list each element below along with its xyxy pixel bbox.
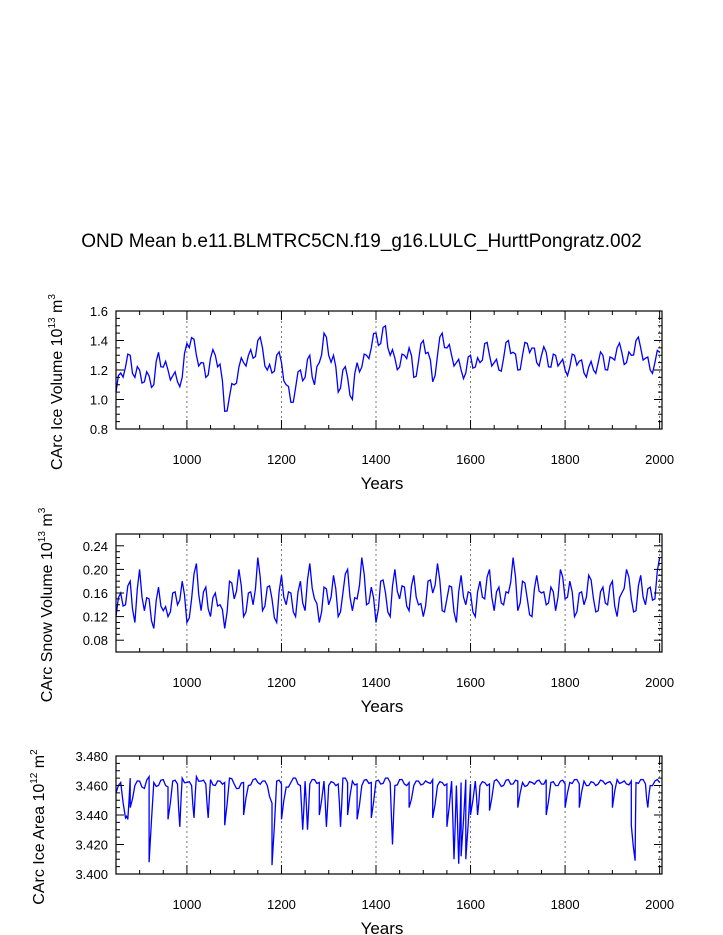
y-tick-label: 1.6 (90, 304, 108, 319)
y-tick-label: 3.480 (75, 749, 108, 764)
y-axis-title: CArc Ice Volume 1013 m3 (47, 294, 66, 470)
x-tick-label: 1400 (362, 897, 391, 912)
data-series-line (115, 324, 661, 413)
y-tick-label: 3.440 (75, 808, 108, 823)
chart-title: OND Mean b.e11.BLMTRC5CN.f19_g16.LULC_Hu… (81, 231, 642, 252)
x-tick-label: 2000 (645, 452, 674, 467)
ice-volume-panel: 1000 1200 1400 1600 1800 2000 0.8 1.0 1.2 1.4 1.6 Y… (47, 294, 674, 493)
plot-frame (115, 755, 663, 875)
x-tick-label: 1000 (172, 897, 201, 912)
x-tick-label: 1200 (267, 675, 296, 690)
x-tick-label: 1800 (551, 452, 580, 467)
plot-frame (115, 310, 663, 430)
y-tick-label: 1.0 (90, 393, 108, 408)
y-tick-label: 3.420 (75, 838, 108, 853)
y-tick-label: 0.20 (83, 562, 108, 577)
x-axis-title: Years (361, 474, 404, 493)
x-tick-label: 1800 (551, 675, 580, 690)
y-tick-label: 0.8 (90, 422, 108, 437)
x-tick-label: 2000 (645, 897, 674, 912)
x-tick-label: 1600 (456, 452, 485, 467)
data-series-line (115, 557, 661, 629)
x-tick-label: 1800 (551, 897, 580, 912)
x-tick-label: 1200 (267, 897, 296, 912)
x-tick-label: 1400 (362, 452, 391, 467)
x-axis-title: Years (361, 697, 404, 716)
x-tick-label: 1000 (172, 452, 201, 467)
y-tick-label: 0.08 (83, 633, 108, 648)
x-tick-label: 1200 (267, 452, 296, 467)
y-tick-label: 3.460 (75, 779, 108, 794)
y-axis-title: CArc Snow Volume 1013 m3 (37, 507, 56, 702)
ice-area-panel: 1000 1200 1400 1600 1800 2000 3.400 3.420 3.440 3… (29, 749, 674, 935)
x-tick-label: 2000 (645, 675, 674, 690)
snow-volume-panel: 1000 1200 1400 1600 1800 2000 0.08 0.12 0.16 0.20… (37, 507, 674, 716)
x-axis-title: Years (361, 919, 404, 935)
y-tick-label: 1.4 (90, 334, 108, 349)
y-tick-label: 1.2 (90, 363, 108, 378)
y-tick-label: 0.16 (83, 586, 108, 601)
x-tick-label: 1400 (362, 675, 391, 690)
y-tick-label: 3.400 (75, 867, 108, 882)
x-tick-label: 1000 (172, 675, 201, 690)
y-tick-label: 0.12 (83, 610, 108, 625)
data-series-line (115, 774, 661, 866)
y-axis-title: CArc Ice Area 1012 m2 (29, 749, 48, 905)
x-tick-label: 1600 (456, 897, 485, 912)
y-tick-label: 0.24 (83, 539, 108, 554)
x-tick-label: 1600 (456, 675, 485, 690)
